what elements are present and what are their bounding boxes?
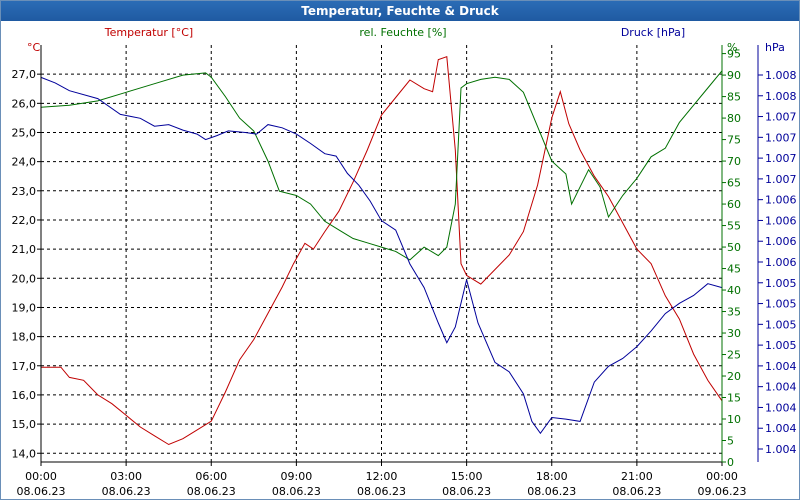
pressure-tick-label: 1.004 xyxy=(765,401,797,414)
pressure-tick-label: 1.004 xyxy=(765,443,797,456)
humidity-tick-label: 30 xyxy=(727,327,741,340)
humidity-tick-label: 5 xyxy=(727,435,734,448)
pressure-tick-label: 1.004 xyxy=(765,422,797,435)
x-tick-date: 09.06.23 xyxy=(698,485,747,498)
pressure-tick-label: 1.007 xyxy=(765,152,797,165)
temperature-tick-label: 18,0 xyxy=(12,331,37,344)
x-tick-date: 08.06.23 xyxy=(357,485,406,498)
pressure-tick-label: 1.008 xyxy=(765,69,797,82)
pressure-tick-label: 1.008 xyxy=(765,90,797,103)
humidity-axis-title: rel. Feuchte [%] xyxy=(359,26,446,39)
humidity-tick-label: 50 xyxy=(727,241,741,254)
x-tick-time: 00:00 xyxy=(25,470,57,483)
pressure-tick-label: 1.006 xyxy=(765,194,797,207)
temperature-tick-label: 25,0 xyxy=(12,126,37,139)
humidity-tick-label: 60 xyxy=(727,198,741,211)
x-tick-time: 00:00 xyxy=(706,470,738,483)
pressure-tick-label: 1.005 xyxy=(765,339,797,352)
temperature-axis-title: Temperatur [°C] xyxy=(104,26,193,39)
x-tick-time: 18:00 xyxy=(536,470,568,483)
temperature-tick-label: 19,0 xyxy=(12,301,37,314)
x-tick-date: 08.06.23 xyxy=(442,485,491,498)
x-tick-time: 21:00 xyxy=(621,470,653,483)
humidity-tick-label: 10 xyxy=(727,413,741,426)
temperature-tick-label: 15,0 xyxy=(12,418,37,431)
x-tick-time: 15:00 xyxy=(451,470,483,483)
temperature-tick-label: 17,0 xyxy=(12,360,37,373)
x-tick-time: 09:00 xyxy=(281,470,313,483)
x-tick-date: 08.06.23 xyxy=(272,485,321,498)
window-title: Temperatur, Feuchte & Druck xyxy=(1,1,799,21)
x-tick-date: 08.06.23 xyxy=(17,485,66,498)
temperature-unit-label: °C xyxy=(27,41,41,54)
pressure-unit-label: hPa xyxy=(765,41,785,54)
temperature-tick-label: 24,0 xyxy=(12,156,37,169)
x-tick-date: 08.06.23 xyxy=(612,485,661,498)
humidity-tick-label: 25 xyxy=(727,349,741,362)
pressure-tick-label: 1.004 xyxy=(765,381,797,394)
humidity-tick-label: 35 xyxy=(727,306,741,319)
pressure-tick-label: 1.007 xyxy=(765,173,797,186)
pressure-tick-label: 1.006 xyxy=(765,256,797,269)
x-tick-date: 08.06.23 xyxy=(527,485,576,498)
humidity-tick-label: 75 xyxy=(727,134,741,147)
pressure-tick-label: 1.005 xyxy=(765,298,797,311)
pressure-axis-title: Druck [hPa] xyxy=(621,26,685,39)
temperature-tick-label: 26,0 xyxy=(12,97,37,110)
temperature-tick-label: 21,0 xyxy=(12,243,37,256)
humidity-tick-label: 40 xyxy=(727,284,741,297)
x-tick-date: 08.06.23 xyxy=(187,485,236,498)
x-tick-time: 03:00 xyxy=(110,470,142,483)
humidity-tick-label: 70 xyxy=(727,155,741,168)
humidity-tick-label: 45 xyxy=(727,263,741,276)
humidity-tick-label: 80 xyxy=(727,112,741,125)
pressure-tick-label: 1.004 xyxy=(765,360,797,373)
humidity-tick-label: 0 xyxy=(727,456,734,469)
temperature-tick-label: 14,0 xyxy=(12,447,37,460)
pressure-series-line xyxy=(40,76,723,435)
pressure-tick-label: 1.005 xyxy=(765,277,797,290)
temperature-tick-label: 23,0 xyxy=(12,185,37,198)
series-layer xyxy=(40,56,723,446)
humidity-unit-label: % xyxy=(727,41,737,54)
humidity-tick-label: 55 xyxy=(727,220,741,233)
temperature-tick-label: 22,0 xyxy=(12,214,37,227)
humidity-tick-label: 65 xyxy=(727,177,741,190)
humidity-tick-label: 15 xyxy=(727,392,741,405)
x-tick-date: 08.06.23 xyxy=(102,485,151,498)
temperature-tick-label: 27,0 xyxy=(12,68,37,81)
temperature-tick-label: 16,0 xyxy=(12,389,37,402)
humidity-tick-label: 20 xyxy=(727,370,741,383)
pressure-tick-label: 1.006 xyxy=(765,214,797,227)
humidity-tick-label: 90 xyxy=(727,69,741,82)
humidity-tick-label: 85 xyxy=(727,91,741,104)
pressure-tick-label: 1.006 xyxy=(765,235,797,248)
pressure-tick-label: 1.005 xyxy=(765,318,797,331)
pressure-tick-label: 1.007 xyxy=(765,131,797,144)
x-tick-time: 06:00 xyxy=(195,470,227,483)
pressure-tick-label: 1.007 xyxy=(765,111,797,124)
humidity-series-line xyxy=(40,70,723,261)
temperature-tick-label: 20,0 xyxy=(12,272,37,285)
humidity-tick-label: 95 xyxy=(727,48,741,61)
axis-layer: 00:00 08.06.23 03:00 08.06.23 06:00 08.06.23 0… xyxy=(12,45,797,498)
x-tick-time: 12:00 xyxy=(366,470,398,483)
temperature-series-line xyxy=(41,56,723,446)
grid-lines xyxy=(41,45,722,462)
